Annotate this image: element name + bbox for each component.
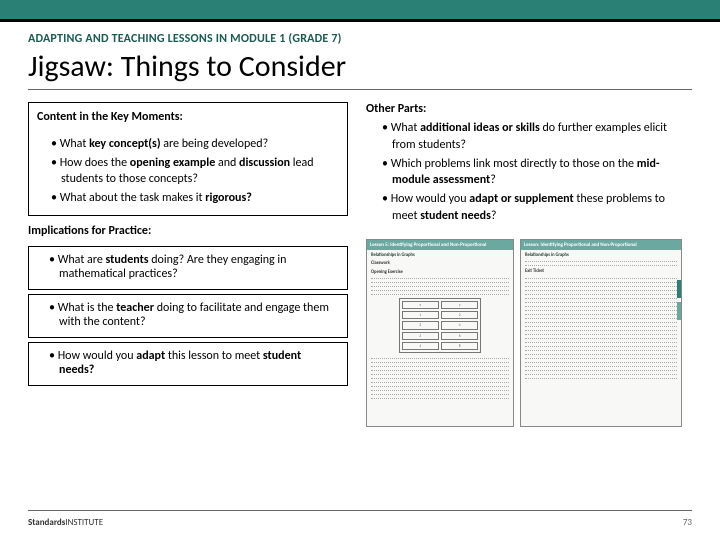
ws1-sub: Relationships in Graphs <box>371 253 509 258</box>
content-key-moments-box: Content in the Key Moments: What key con… <box>28 102 348 216</box>
headline-text: Jigsaw: Things to Consider <box>28 48 692 90</box>
logo-bold: Standards <box>28 517 65 528</box>
content-bullet: How does the opening example and discuss… <box>51 155 339 189</box>
content-label: Content in the Key Moments: <box>37 109 339 126</box>
implication-box: What is the teacher doing to facilitate … <box>28 294 348 338</box>
content-bullets: What key concept(s) are being developed?… <box>37 136 339 207</box>
ws2-sub: Relationships in Graphs <box>525 253 677 258</box>
implication-box: What are students doing? Are they engagi… <box>28 246 348 290</box>
worksheet-thumbnail-2: Lesson: Identifying Proportional and Non… <box>520 239 682 427</box>
content-bullet: What key concept(s) are being developed? <box>51 136 339 153</box>
implications-label: Implications for Practice: <box>28 224 348 238</box>
ws1-header: Lesson 5: Identifying Proportional and N… <box>367 240 513 250</box>
other-parts-label: Other Parts: <box>366 102 686 116</box>
accent-top-bar <box>0 0 720 22</box>
footer: StandardsINSTITUTE 73 <box>28 510 692 528</box>
ws2-side-tab-icon <box>677 302 682 320</box>
footer-logo: StandardsINSTITUTE <box>28 517 103 528</box>
other-parts-bullets: What additional ideas or skills do furth… <box>366 120 686 225</box>
ws2-sub2: Exit Ticket <box>525 269 677 274</box>
logo-rest: INSTITUTE <box>65 517 103 528</box>
implication-bullet: What is the teacher doing to facilitate … <box>49 301 337 329</box>
content-bullet: What about the task makes it rigorous? <box>51 190 339 207</box>
implication-bullet: What are students doing? Are they engagi… <box>49 253 337 281</box>
worksheet-thumbnails: Lesson 5: Identifying Proportional and N… <box>366 239 686 427</box>
eyebrow-text: ADAPTING AND TEACHING LESSONS IN MODULE … <box>28 32 692 46</box>
left-column: Content in the Key Moments: What key con… <box>28 102 348 427</box>
other-parts-bullet: How would you adapt or supplement these … <box>382 191 686 225</box>
ws2-side-tab-icon <box>677 280 682 298</box>
ws1-sub2: Classwork <box>371 261 509 266</box>
implication-box: How would you adapt this lesson to meet … <box>28 342 348 386</box>
worksheet-thumbnail-1: Lesson 5: Identifying Proportional and N… <box>366 239 514 427</box>
ws2-header: Lesson: Identifying Proportional and Non… <box>521 240 681 250</box>
right-column: Other Parts: What additional ideas or sk… <box>366 102 686 427</box>
page-number: 73 <box>683 517 692 528</box>
implication-bullet: How would you adapt this lesson to meet … <box>49 349 337 377</box>
ws1-sub3: Opening Exercise <box>371 270 509 275</box>
slide-content: ADAPTING AND TEACHING LESSONS IN MODULE … <box>0 22 720 427</box>
other-parts-bullet: What additional ideas or skills do furth… <box>382 120 686 154</box>
ws1-table: xy 12 24 36 48 <box>399 298 482 353</box>
two-column-layout: Content in the Key Moments: What key con… <box>28 102 692 427</box>
other-parts-bullet: Which problems link most directly to tho… <box>382 156 686 190</box>
